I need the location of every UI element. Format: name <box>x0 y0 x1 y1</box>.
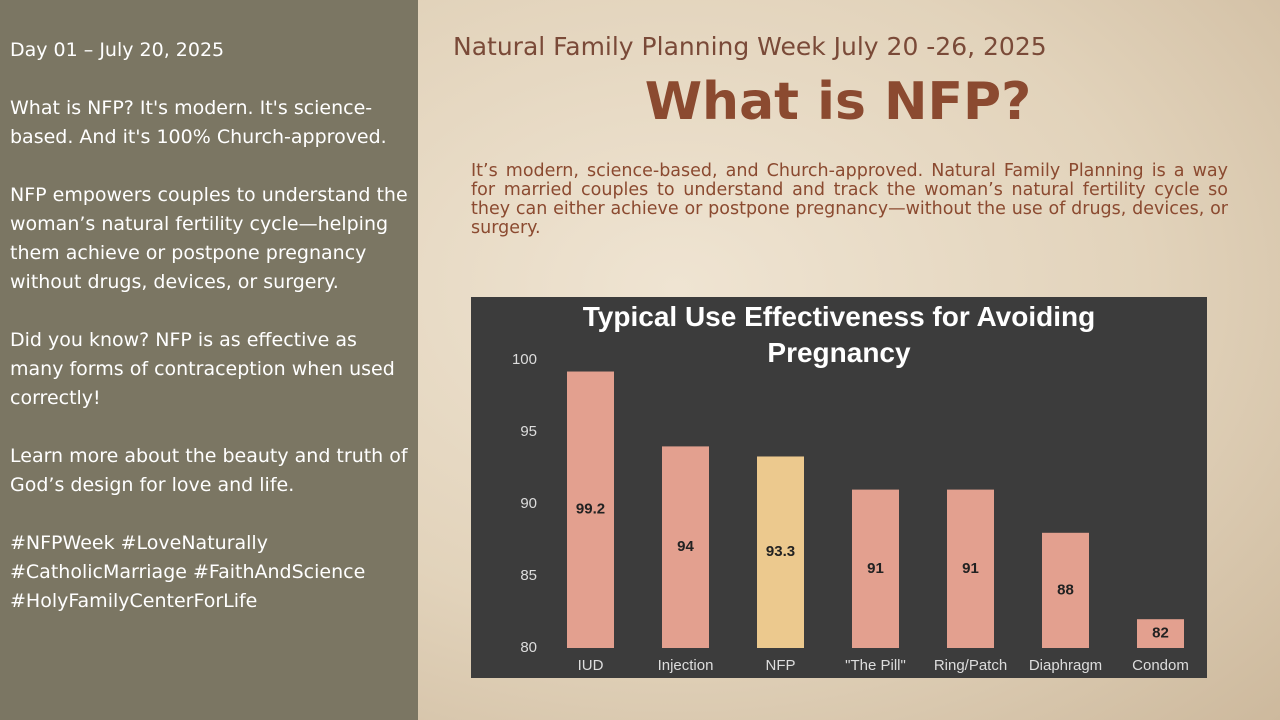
bar <box>947 489 994 648</box>
x-tick-label: Diaphragm <box>1029 657 1102 674</box>
chart-svg: 80 85 90 95 100 IUD 99.2 Injection 94 NFP 93.3 "The… <box>512 351 1189 674</box>
y-tick-label: 100 <box>512 351 537 368</box>
slide-body: It’s modern, science-based, and Church-a… <box>471 161 1228 238</box>
sidebar-paragraph: What is NFP? It's modern. It's science-b… <box>10 97 387 148</box>
value-label: 93.3 <box>766 543 795 560</box>
x-tick-label: "The Pill" <box>845 657 906 674</box>
y-tick-label: 80 <box>520 639 537 656</box>
x-tick-label: Injection <box>658 657 714 674</box>
hashtag-line: #NFPWeek #LoveNaturally <box>10 532 268 554</box>
x-tick-label: Ring/Patch <box>934 657 1007 674</box>
slide-title: What is NFP? <box>644 72 1032 132</box>
hashtag-line: #CatholicMarriage #FaithAndScience <box>10 561 366 583</box>
y-tick-label: 85 <box>520 567 537 584</box>
y-tick-label: 90 <box>520 495 537 512</box>
bar <box>1042 532 1089 648</box>
y-tick-label: 95 <box>520 423 537 440</box>
chart-title: Typical Use Effectiveness for Avoiding P… <box>582 301 1096 368</box>
value-label: 91 <box>962 560 979 577</box>
value-label: 99.2 <box>576 501 605 518</box>
x-tick-label: NFP <box>766 657 796 674</box>
slide-subtitle: Natural Family Planning Week July 20 -26… <box>453 32 1047 61</box>
value-label: 91 <box>867 560 884 577</box>
x-tick-label: IUD <box>578 657 604 674</box>
bar <box>757 456 804 648</box>
value-label: 82 <box>1152 625 1169 642</box>
sidebar-paragraph: Learn more about the beauty and truth of… <box>10 445 408 496</box>
bar <box>567 371 614 648</box>
sidebar-paragraph: NFP empowers couples to understand the w… <box>10 184 408 293</box>
value-label: 88 <box>1057 581 1074 598</box>
hashtag-line: #HolyFamilyCenterForLife <box>10 590 258 612</box>
chart: 80 85 90 95 100 IUD 99.2 Injection 94 NFP 93.3 "The… <box>471 297 1207 678</box>
bar <box>662 446 709 648</box>
value-label: 94 <box>677 538 694 555</box>
sidebar-paragraph: Day 01 – July 20, 2025 <box>10 39 225 61</box>
x-tick-label: Condom <box>1132 657 1189 674</box>
sidebar: Day 01 – July 20, 2025 What is NFP? It's … <box>0 0 418 720</box>
sidebar-paragraph: Did you know? NFP is as effective as man… <box>10 329 395 409</box>
bar <box>1137 619 1184 648</box>
bar <box>852 489 899 648</box>
